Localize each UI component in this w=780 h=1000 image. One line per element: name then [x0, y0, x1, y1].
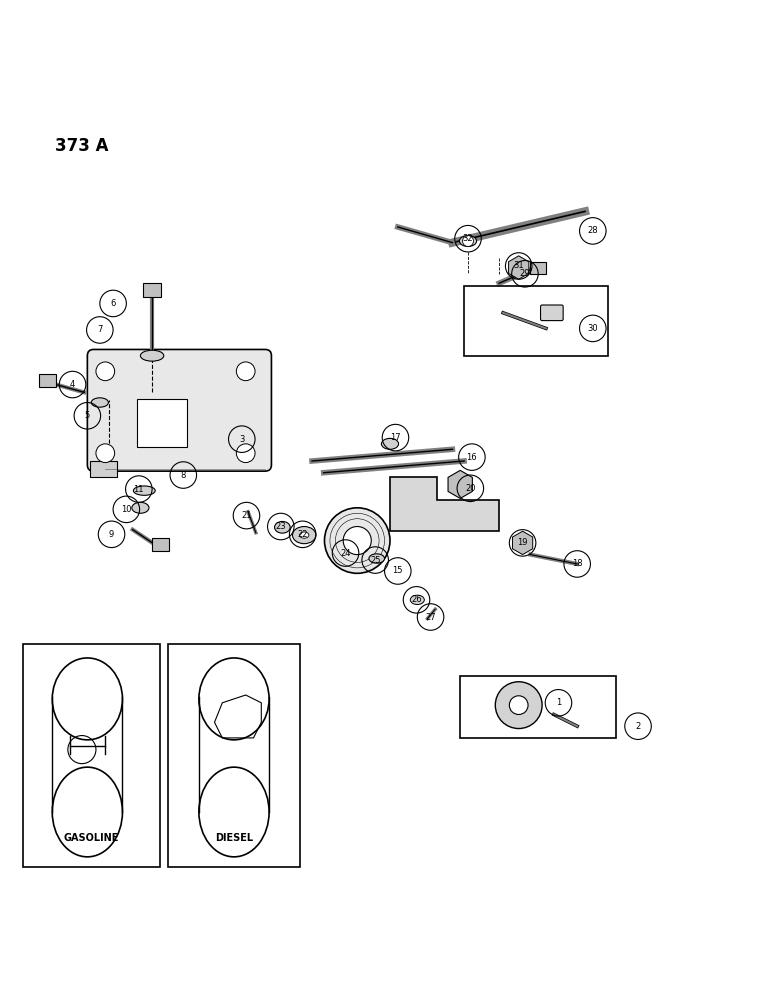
Bar [460, 676, 616, 738]
Text: 7: 7 [98, 325, 102, 334]
Text: 28: 28 [587, 226, 598, 235]
Bar [136, 399, 187, 447]
Ellipse shape [410, 595, 424, 605]
Text: 15: 15 [392, 566, 403, 575]
Text: 1: 1 [556, 698, 561, 707]
Circle shape [236, 444, 255, 463]
Ellipse shape [459, 236, 477, 247]
Ellipse shape [369, 554, 385, 563]
Bar [530, 262, 546, 274]
Text: 373 A: 373 A [55, 137, 108, 155]
Circle shape [236, 362, 255, 381]
Text: 22: 22 [297, 530, 308, 539]
Text: 3: 3 [239, 435, 244, 444]
Circle shape [495, 682, 542, 729]
Bar [23, 644, 160, 867]
Text: 9: 9 [109, 530, 114, 539]
Text: 16: 16 [466, 453, 477, 462]
Ellipse shape [275, 521, 290, 533]
Text: 27: 27 [425, 612, 436, 621]
Ellipse shape [132, 502, 149, 513]
Bar [168, 644, 300, 867]
Circle shape [324, 508, 390, 573]
Bar [464, 286, 608, 356]
Circle shape [509, 696, 528, 714]
Text: 25: 25 [370, 556, 381, 565]
Text: 24: 24 [340, 549, 351, 558]
Text: 2: 2 [636, 722, 640, 731]
Text: 5: 5 [85, 411, 90, 420]
Bar [90, 461, 117, 477]
Text: 19: 19 [517, 538, 528, 547]
Text: 23: 23 [275, 522, 286, 531]
Text: 11: 11 [133, 485, 144, 494]
Polygon shape [390, 477, 499, 531]
Ellipse shape [91, 398, 108, 407]
Ellipse shape [381, 438, 399, 449]
Bar [152, 538, 169, 551]
Circle shape [96, 444, 115, 463]
Ellipse shape [292, 527, 316, 544]
Text: 32: 32 [463, 234, 473, 243]
Text: GASOLINE: GASOLINE [64, 833, 119, 843]
Bar [39, 374, 56, 387]
Text: 29: 29 [519, 269, 530, 278]
Ellipse shape [133, 486, 155, 495]
Text: 26: 26 [411, 595, 422, 604]
FancyBboxPatch shape [87, 349, 271, 471]
Text: 17: 17 [390, 433, 401, 442]
Circle shape [343, 527, 371, 555]
Circle shape [96, 362, 115, 381]
Text: DIESEL: DIESEL [215, 833, 253, 843]
Text: 30: 30 [587, 324, 598, 333]
Text: 18: 18 [572, 559, 583, 568]
FancyBboxPatch shape [541, 305, 563, 321]
Text: 6: 6 [111, 299, 115, 308]
Text: 8: 8 [181, 471, 186, 480]
Text: 31: 31 [513, 261, 524, 270]
Circle shape [463, 236, 473, 247]
Text: 20: 20 [465, 484, 476, 493]
Ellipse shape [300, 532, 309, 538]
Ellipse shape [140, 350, 164, 361]
Text: 4: 4 [70, 380, 75, 389]
Text: 10: 10 [121, 505, 132, 514]
Bar [143, 283, 161, 297]
Text: 21: 21 [241, 511, 252, 520]
